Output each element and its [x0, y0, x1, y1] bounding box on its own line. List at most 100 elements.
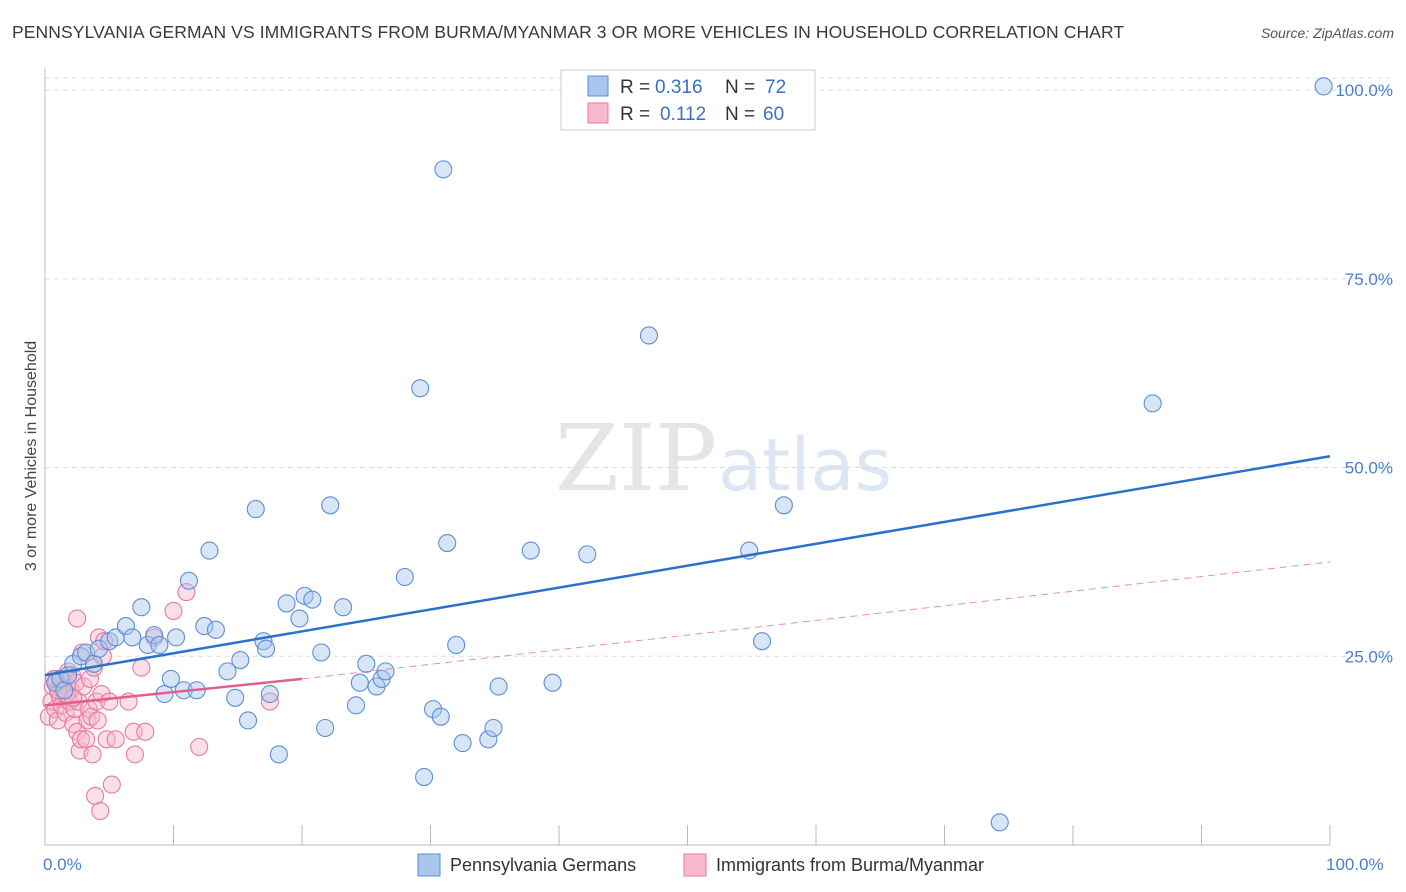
watermark-zip: ZIP [555, 405, 717, 512]
data-point-pa-german [123, 628, 142, 647]
chart-title: PENNSYLVANIA GERMAN VS IMMIGRANTS FROM B… [12, 22, 1125, 42]
data-point-pa-german [438, 533, 457, 553]
data-point-pa-german [55, 681, 74, 700]
data-point-pa-german [357, 654, 376, 673]
data-point-burma [125, 745, 144, 764]
data-point-pa-german [303, 590, 322, 609]
data-point-burma [91, 801, 110, 821]
data-point-pa-german [84, 654, 103, 673]
series-pa-german-points [46, 77, 1333, 832]
data-point-pa-german [195, 617, 214, 636]
y-tick-label: 100.0% [1335, 81, 1393, 100]
data-point-burma [74, 677, 93, 696]
legend-n-label-2: N = [725, 104, 755, 125]
y-tick-label: 25.0% [1345, 647, 1393, 666]
data-point-burma [177, 583, 196, 602]
data-point-burma [102, 775, 121, 794]
gridlines [45, 77, 1390, 657]
data-point-burma [164, 601, 183, 621]
legend-swatch-blue [587, 75, 609, 97]
data-point-pa-german [424, 700, 443, 719]
data-point-pa-german [238, 711, 258, 730]
data-point-burma [86, 786, 105, 805]
data-point-pa-german [218, 662, 237, 681]
data-point-pa-german [89, 639, 109, 658]
x-tick-label-min: 0.0% [43, 855, 82, 874]
data-point-pa-german [479, 730, 498, 749]
data-point-burma [100, 692, 119, 711]
data-point-pa-german [132, 598, 151, 617]
x-tick-label-max: 100.0% [1326, 855, 1384, 874]
data-point-pa-german [206, 620, 225, 639]
series-burma-points [39, 583, 279, 821]
data-point-pa-german [269, 745, 288, 764]
data-point-burma [190, 737, 209, 756]
data-point-pa-german [167, 628, 186, 647]
legend-n-value-2: 60 [763, 104, 784, 125]
data-point-burma [71, 730, 91, 749]
data-point-pa-german [990, 813, 1009, 832]
data-point-pa-german [260, 684, 279, 704]
data-point-pa-german [290, 609, 309, 628]
y-tick-label: 50.0% [1345, 459, 1393, 478]
data-point-pa-german [346, 696, 366, 715]
legend-r-label-2: R = [620, 104, 650, 125]
data-point-pa-german [447, 635, 466, 655]
data-point-pa-german [484, 718, 503, 738]
watermark-atlas: atlas [718, 423, 892, 507]
data-point-pa-german [376, 662, 395, 681]
trend-lines [44, 454, 1331, 707]
data-point-pa-german [774, 496, 793, 515]
data-point-pa-german [543, 673, 562, 692]
trend-line-burma-extension [301, 561, 1331, 680]
y-tick-labels: 25.0% 50.0% 75.0% 100.0% [1335, 81, 1393, 666]
data-point-pa-german [431, 707, 450, 726]
bottom-legend: Pennsylvania Germans Immigrants from Bur… [417, 853, 984, 877]
bottom-legend-label-pink: Immigrants from Burma/Myanmar [716, 855, 984, 875]
data-point-burma [260, 692, 279, 711]
data-point-pa-german [489, 677, 508, 696]
data-point-pa-german [150, 635, 169, 655]
legend-swatch-pink [587, 102, 609, 124]
data-point-pa-german [411, 379, 430, 398]
bottom-legend-swatch-pink [683, 853, 707, 877]
bottom-legend-swatch-blue [417, 853, 441, 877]
data-point-pa-german [578, 545, 597, 564]
data-point-pa-german [116, 617, 136, 636]
legend-n-label-1: N = [725, 77, 755, 98]
legend: R = 0.316 N = 72 R = 0.112 N = 60 [560, 69, 816, 131]
data-point-pa-german [226, 688, 245, 707]
x-tick-marks [44, 825, 1331, 845]
data-point-burma [83, 745, 102, 764]
data-point-burma [136, 722, 155, 741]
data-point-pa-german [200, 541, 219, 560]
data-point-pa-german [1314, 77, 1333, 96]
data-point-pa-german [179, 571, 198, 590]
data-point-pa-german [521, 541, 540, 560]
data-point-pa-german [350, 673, 369, 692]
data-point-burma [80, 669, 100, 688]
data-point-pa-german [334, 598, 353, 617]
trend-line-burma [44, 677, 303, 707]
data-point-burma [48, 711, 67, 730]
data-point-pa-german [316, 718, 335, 738]
data-point-pa-german [256, 639, 276, 658]
data-point-pa-german [321, 496, 340, 515]
y-axis-label: 3 or more Vehicles in Household [23, 341, 40, 571]
data-point-pa-german [277, 594, 296, 613]
data-point-pa-german [1143, 394, 1162, 413]
data-point-pa-german [395, 567, 414, 587]
data-point-burma [132, 658, 151, 677]
data-point-pa-german [752, 632, 772, 651]
data-point-pa-german [639, 326, 659, 345]
data-point-pa-german [145, 626, 164, 645]
bottom-legend-label-blue: Pennsylvania Germans [450, 855, 636, 875]
legend-n-value-1: 72 [765, 77, 786, 98]
data-point-pa-german [231, 650, 250, 670]
data-point-pa-german [434, 160, 453, 179]
y-tick-label: 75.0% [1345, 270, 1393, 289]
data-point-burma [88, 711, 107, 730]
trend-line-pa-german [44, 454, 1331, 677]
data-point-pa-german [246, 500, 265, 519]
